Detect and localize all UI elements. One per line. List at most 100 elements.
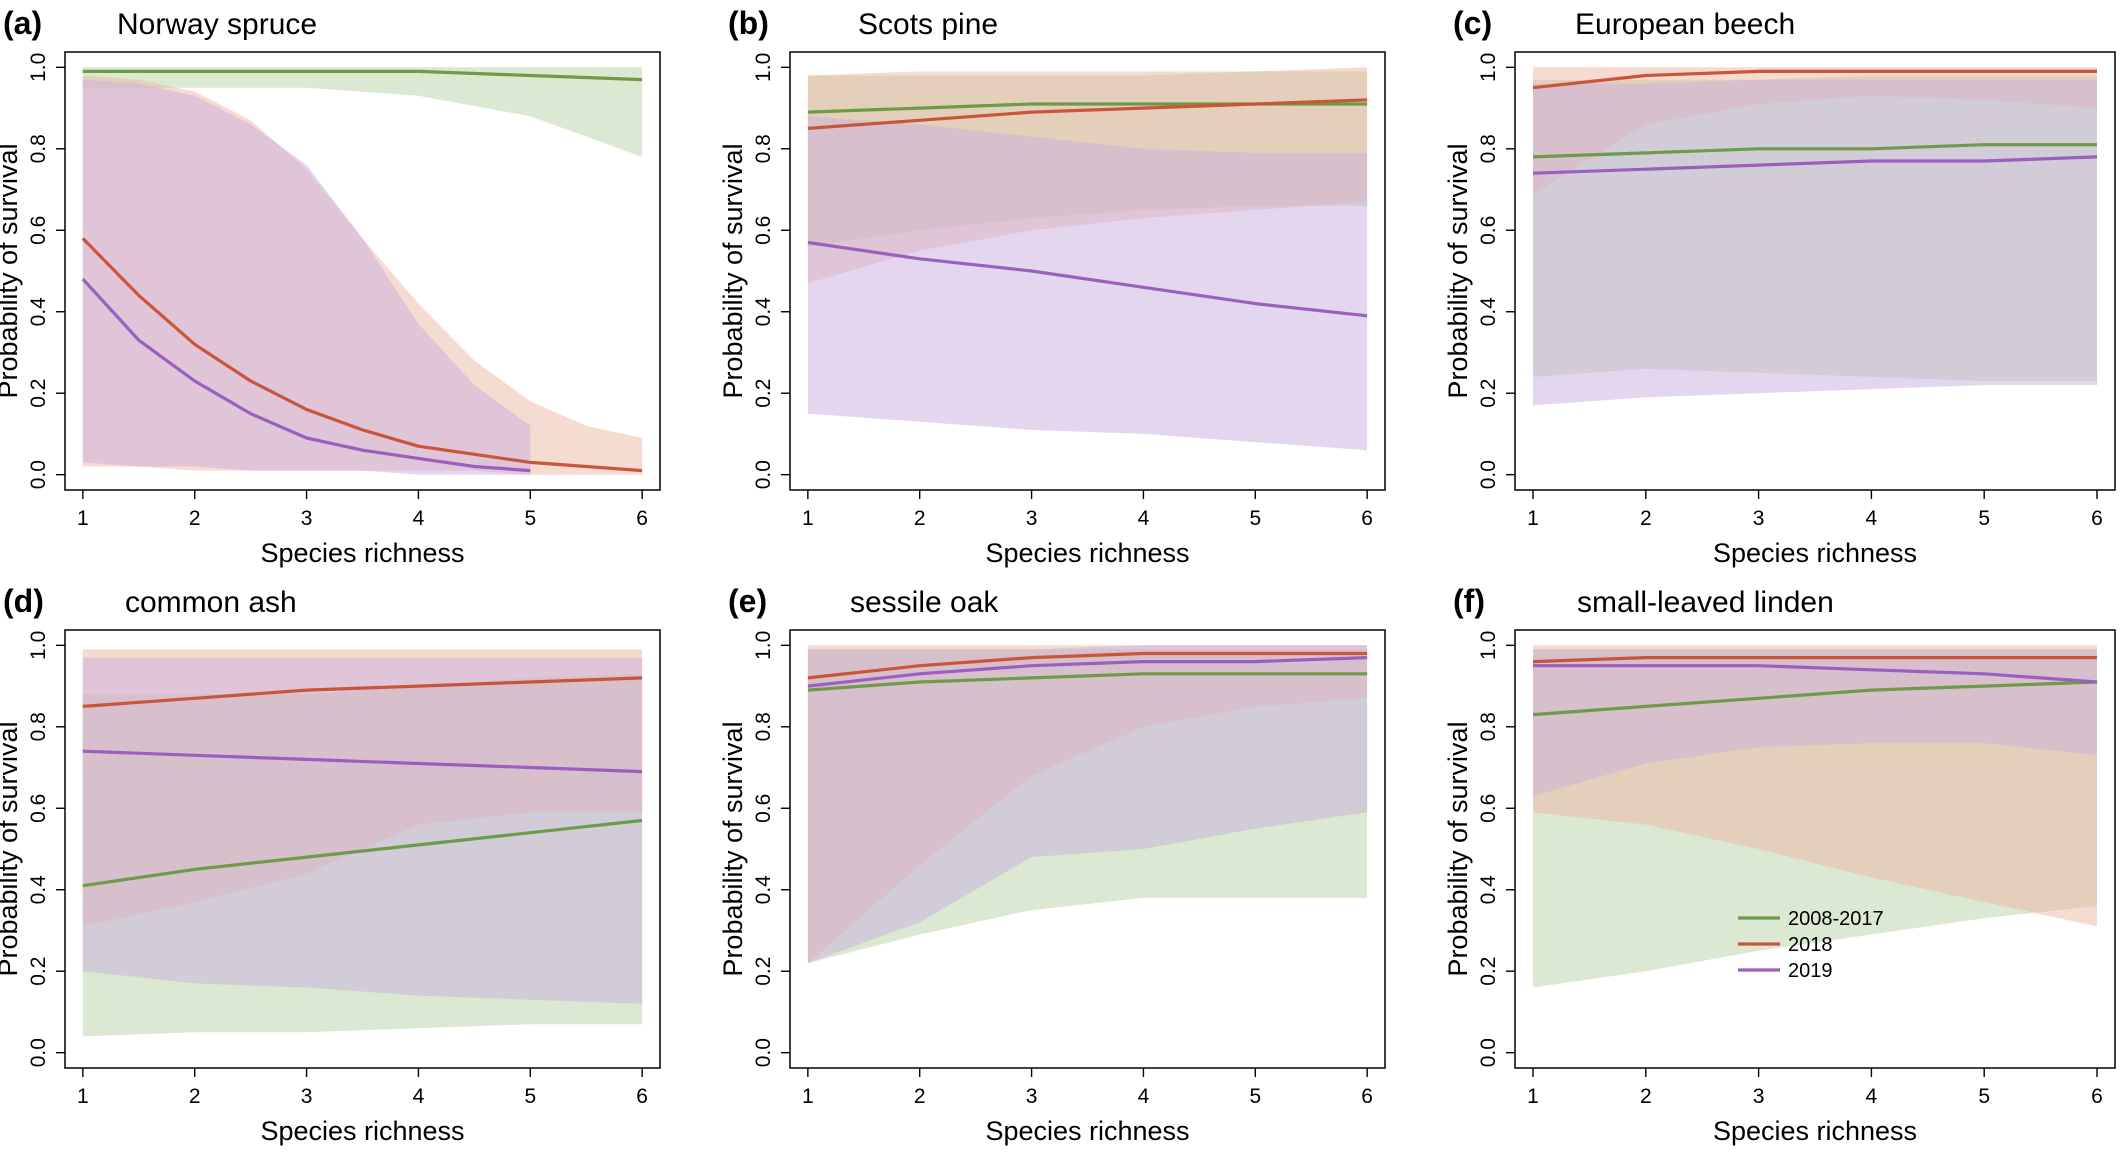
x-tick-label: 5 <box>1978 1085 1990 1108</box>
series-line-2019 <box>807 240 1368 318</box>
y-tick-label: 0.4 <box>1477 875 1500 905</box>
y-axis-label: Probability of survival <box>0 721 23 976</box>
x-tick-label: 2 <box>914 1085 926 1108</box>
x-tick-label: 4 <box>1866 1085 1878 1108</box>
x-tick-label: 2 <box>189 507 201 530</box>
x-tick-label: 1 <box>77 507 89 530</box>
y-tick-label: 0.4 <box>752 297 775 327</box>
y-tick-label: 0.2 <box>1477 957 1500 986</box>
y-tick-label: 0.4 <box>1477 297 1500 327</box>
y-axis-label: Probability of survival <box>0 143 23 398</box>
panel-title: sessile oak <box>850 586 999 619</box>
y-axis-label: Probability of survival <box>1443 721 1473 976</box>
x-axis-label: Species richness <box>260 1116 464 1146</box>
confidence-band-2019 <box>1533 79 2097 406</box>
y-tick-label: 1.0 <box>752 631 775 660</box>
x-tick-label: 4 <box>413 1085 425 1108</box>
y-tick-label: 0.6 <box>1477 216 1500 245</box>
y-tick-label: 0.6 <box>1477 794 1500 823</box>
y-tick-label: 0.8 <box>27 712 50 741</box>
confidence-band-2019 <box>82 79 531 475</box>
y-tick-label: 0.0 <box>752 460 775 489</box>
panel-letter: (b) <box>728 5 769 41</box>
y-tick-label: 0.6 <box>27 216 50 245</box>
y-tick-label: 0.4 <box>752 875 775 905</box>
y-tick-label: 0.6 <box>27 794 50 823</box>
y-axis-label: Probability of survival <box>1443 143 1473 398</box>
x-tick-label: 2 <box>189 1085 201 1108</box>
x-tick-label: 3 <box>1753 1085 1765 1108</box>
plot-frame <box>789 51 1386 491</box>
x-tick-label: 3 <box>1026 1085 1038 1108</box>
y-tick-label: 1.0 <box>1477 53 1500 82</box>
x-tick-label: 1 <box>77 1085 89 1108</box>
x-tick-label: 4 <box>413 507 425 530</box>
x-tick-label: 5 <box>1249 507 1261 530</box>
plot-frame <box>64 51 661 491</box>
series-line-2018 <box>81 237 643 473</box>
panel-letter: (a) <box>3 5 42 41</box>
x-tick-label: 1 <box>1527 507 1539 530</box>
legend-label: 2018 <box>1788 934 1833 956</box>
series-line-2008-2017 <box>82 818 643 888</box>
y-axis-label: Probability of survival <box>718 143 748 398</box>
x-tick-label: 5 <box>1978 507 1990 530</box>
confidence-band-2019 <box>807 645 1368 964</box>
x-tick-label: 4 <box>1866 507 1878 530</box>
legend: 2008-2017 2018 2019 <box>1738 908 1884 982</box>
y-tick-label: 0.4 <box>27 297 50 327</box>
y-tick-label: 0.0 <box>1477 460 1500 489</box>
series-line-2008-2017 <box>82 69 643 82</box>
legend-label: 2008-2017 <box>1788 908 1884 930</box>
series-line-2019 <box>82 749 643 774</box>
x-axis-label: Species richness <box>260 538 464 568</box>
x-tick-label: 1 <box>1527 1085 1539 1108</box>
confidence-band-2019 <box>82 657 643 1004</box>
plot-frame <box>1514 51 2116 491</box>
x-tick-label: 3 <box>301 507 313 530</box>
panel-title: Norway spruce <box>117 8 317 41</box>
series-line-2008-2017 <box>1532 680 2098 717</box>
x-tick-label: 4 <box>1138 507 1150 530</box>
x-axis-label: Species richness <box>1713 1116 1917 1146</box>
panel-4: 1 2 3 4 5 6 0.0 0.2 0.4 0.6 0.8 1.0 Species richness… <box>0 583 661 1146</box>
panel-title: small-leaved linden <box>1577 586 1834 619</box>
x-tick-label: 3 <box>1026 507 1038 530</box>
x-tick-label: 6 <box>636 507 648 530</box>
x-tick-label: 6 <box>2091 1085 2103 1108</box>
x-axis-label: Species richness <box>985 538 1189 568</box>
series-line-2018 <box>1532 655 2097 664</box>
series-line-2018 <box>807 98 1368 130</box>
y-tick-label: 0.0 <box>27 1038 50 1067</box>
y-tick-label: 0.4 <box>27 875 50 905</box>
x-tick-label: 6 <box>1361 507 1373 530</box>
panel-letter: (d) <box>3 583 44 619</box>
panel-1: 1 2 3 4 5 6 0.0 0.2 0.4 0.6 0.8 1.0 Species richness… <box>0 5 661 568</box>
y-tick-label: 0.2 <box>752 957 775 986</box>
y-tick-label: 0.8 <box>752 712 775 741</box>
series-line-2018 <box>82 676 643 708</box>
panel-letter: (e) <box>728 583 767 619</box>
y-tick-label: 0.8 <box>752 134 775 163</box>
x-tick-label: 6 <box>2091 507 2103 530</box>
plot-frame <box>789 629 1386 1069</box>
x-tick-label: 1 <box>802 507 814 530</box>
confidence-band-2019 <box>807 116 1368 451</box>
x-tick-label: 2 <box>914 507 926 530</box>
y-tick-label: 0.6 <box>752 794 775 823</box>
series-line-2018 <box>1532 69 2097 90</box>
y-tick-label: 0.0 <box>1477 1038 1500 1067</box>
y-tick-label: 0.0 <box>27 460 50 489</box>
x-tick-label: 1 <box>802 1085 814 1108</box>
y-tick-label: 1.0 <box>27 631 50 660</box>
panel-letter: (f) <box>1453 583 1485 619</box>
y-tick-label: 1.0 <box>752 53 775 82</box>
y-tick-label: 0.2 <box>752 379 775 408</box>
panel-2: 1 2 3 4 5 6 0.0 0.2 0.4 0.6 0.8 1.0 Species richness… <box>718 5 1386 568</box>
x-tick-label: 3 <box>1753 507 1765 530</box>
series-line-2018 <box>807 651 1368 680</box>
series-line-2019 <box>1533 664 2098 684</box>
panel-5: 1 2 3 4 5 6 0.0 0.2 0.4 0.6 0.8 1.0 Species richness… <box>718 583 1386 1146</box>
x-tick-label: 2 <box>1640 1085 1652 1108</box>
